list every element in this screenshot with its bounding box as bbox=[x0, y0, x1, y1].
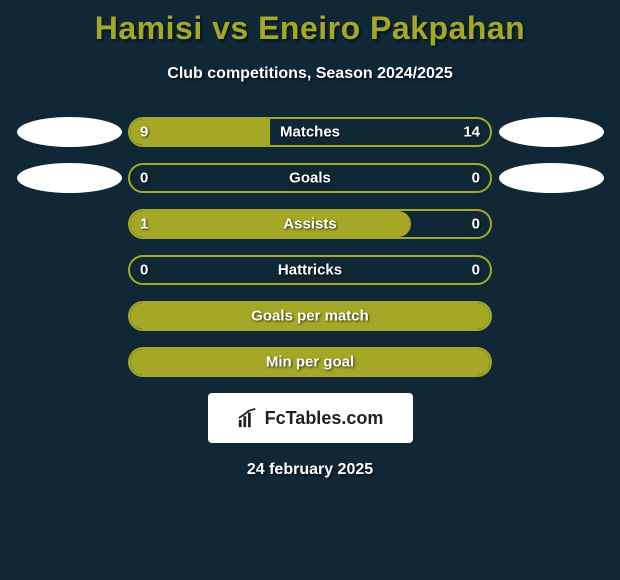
stat-row: 9 Matches 14 bbox=[10, 117, 610, 147]
comparison-subtitle: Club competitions, Season 2024/2025 bbox=[0, 65, 620, 83]
stat-bar: 0 Hattricks 0 bbox=[128, 255, 492, 285]
right-player-oval bbox=[492, 117, 610, 147]
stat-right-value: 14 bbox=[463, 124, 480, 141]
brand-text: FcTables.com bbox=[265, 408, 384, 429]
stat-row: 0 Goals 0 bbox=[10, 163, 610, 193]
player-placeholder-left bbox=[17, 117, 122, 147]
stat-row: Goals per match bbox=[10, 301, 610, 331]
stat-label: Matches bbox=[280, 124, 340, 141]
stat-right-value: 0 bbox=[472, 216, 480, 233]
bar-fill-left bbox=[130, 211, 411, 237]
stat-label: Hattricks bbox=[278, 262, 342, 279]
right-player-oval bbox=[492, 163, 610, 193]
left-player-oval bbox=[10, 117, 128, 147]
stat-label: Assists bbox=[283, 216, 336, 233]
left-player-oval bbox=[10, 163, 128, 193]
stat-label: Goals bbox=[289, 170, 331, 187]
stat-bar: 9 Matches 14 bbox=[128, 117, 492, 147]
stat-left-value: 9 bbox=[140, 124, 148, 141]
brand-icon bbox=[237, 407, 259, 429]
stat-right-value: 0 bbox=[472, 170, 480, 187]
stat-left-value: 1 bbox=[140, 216, 148, 233]
stat-bar: Min per goal bbox=[128, 347, 492, 377]
stat-left-value: 0 bbox=[140, 262, 148, 279]
stat-bar: 1 Assists 0 bbox=[128, 209, 492, 239]
stat-right-value: 0 bbox=[472, 262, 480, 279]
player-placeholder-left bbox=[17, 163, 122, 193]
stat-bar: Goals per match bbox=[128, 301, 492, 331]
comparison-chart: 9 Matches 14 0 Goals 0 1 Assists 0 0 Hattricks 0 Goa… bbox=[0, 117, 620, 377]
comparison-title: Hamisi vs Eneiro Pakpahan bbox=[0, 0, 620, 47]
stat-row: 0 Hattricks 0 bbox=[10, 255, 610, 285]
stat-row: 1 Assists 0 bbox=[10, 209, 610, 239]
brand-box: FcTables.com bbox=[208, 393, 413, 443]
stat-label: Min per goal bbox=[266, 354, 354, 371]
stat-row: Min per goal bbox=[10, 347, 610, 377]
stat-left-value: 0 bbox=[140, 170, 148, 187]
player-placeholder-right bbox=[499, 117, 604, 147]
stat-bar: 0 Goals 0 bbox=[128, 163, 492, 193]
bar-fill-left bbox=[130, 119, 270, 145]
footer-date: 24 february 2025 bbox=[0, 461, 620, 479]
player-placeholder-right bbox=[499, 163, 604, 193]
stat-label: Goals per match bbox=[251, 308, 369, 325]
